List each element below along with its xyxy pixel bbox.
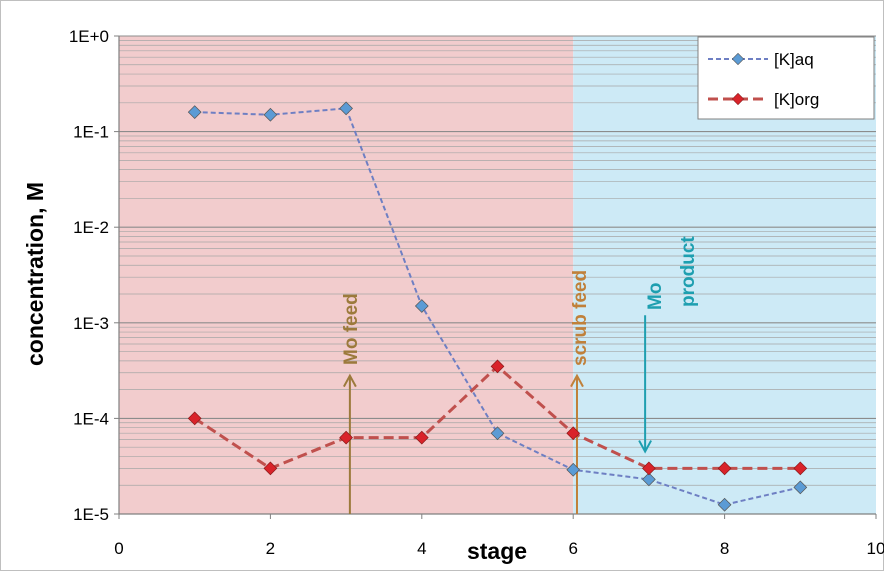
series-line-0 [194, 107, 801, 506]
series-1-point [566, 426, 581, 441]
series-1-point [339, 430, 353, 445]
series-1-point [717, 461, 732, 476]
legend-marker-k-aq [731, 52, 745, 66]
data-series [187, 101, 808, 512]
y-tick-labels: 1E-5 1E-4 1E-3 1E-2 1E-1 1E+0 [69, 27, 119, 524]
series-0-point [339, 101, 353, 116]
legend: [K]aq [K]org [697, 36, 875, 120]
series-0-point [793, 480, 808, 495]
annotation-arrowhead-0 [343, 373, 357, 388]
series-0-point [187, 105, 202, 119]
y-tick-label: 1E+0 [69, 27, 109, 46]
x-tick-label: 10 [867, 539, 884, 558]
y-axis-title: concentration, M [22, 182, 48, 366]
series-1-point [793, 461, 808, 476]
annotation-label-mo-feed: Mo feed [341, 293, 362, 365]
legend-label-k-aq: [K]aq [774, 50, 814, 69]
legend-label-k-org: [K]org [774, 90, 819, 109]
annotation-label-product: product [678, 236, 699, 307]
legend-marker-k-org [731, 92, 745, 106]
axes [118, 36, 876, 515]
annotation-arrowhead-2 [638, 440, 652, 454]
x-tick-label: 8 [720, 539, 729, 558]
x-tick-labels: 0 2 4 6 8 10 [114, 514, 884, 558]
series-0-point [414, 299, 429, 313]
x-tick-label: 6 [568, 539, 577, 558]
series-0-point [717, 497, 732, 512]
series-1-point [642, 461, 656, 476]
y-tick-label: 1E-4 [73, 409, 109, 428]
y-tick-label: 1E-5 [73, 505, 109, 524]
x-tick-label: 0 [114, 539, 123, 558]
series-1-point [263, 461, 278, 476]
series-1-point [490, 359, 505, 374]
y-tick-label: 1E-1 [73, 123, 109, 142]
y-tick-label: 1E-2 [73, 218, 109, 237]
x-axis-title: stage [467, 538, 527, 564]
y-tick-label: 1E-3 [73, 314, 109, 333]
x-tick-label: 4 [417, 539, 426, 558]
legend-box [697, 36, 875, 120]
series-1-point [187, 411, 202, 426]
annotation-label-mo: Mo [645, 283, 666, 310]
series-0-point [263, 107, 278, 122]
annotation-arrowhead-1 [570, 373, 584, 388]
series-0-point [490, 426, 505, 441]
x-tick-label: 2 [266, 539, 275, 558]
annotation-label-scrub-feed: scrub feed [570, 270, 591, 366]
annotations: Mo feed scrub feed Mo product [341, 236, 699, 514]
series-0-point [642, 472, 656, 487]
series-0-point [566, 462, 581, 477]
series-1-point [414, 430, 429, 445]
